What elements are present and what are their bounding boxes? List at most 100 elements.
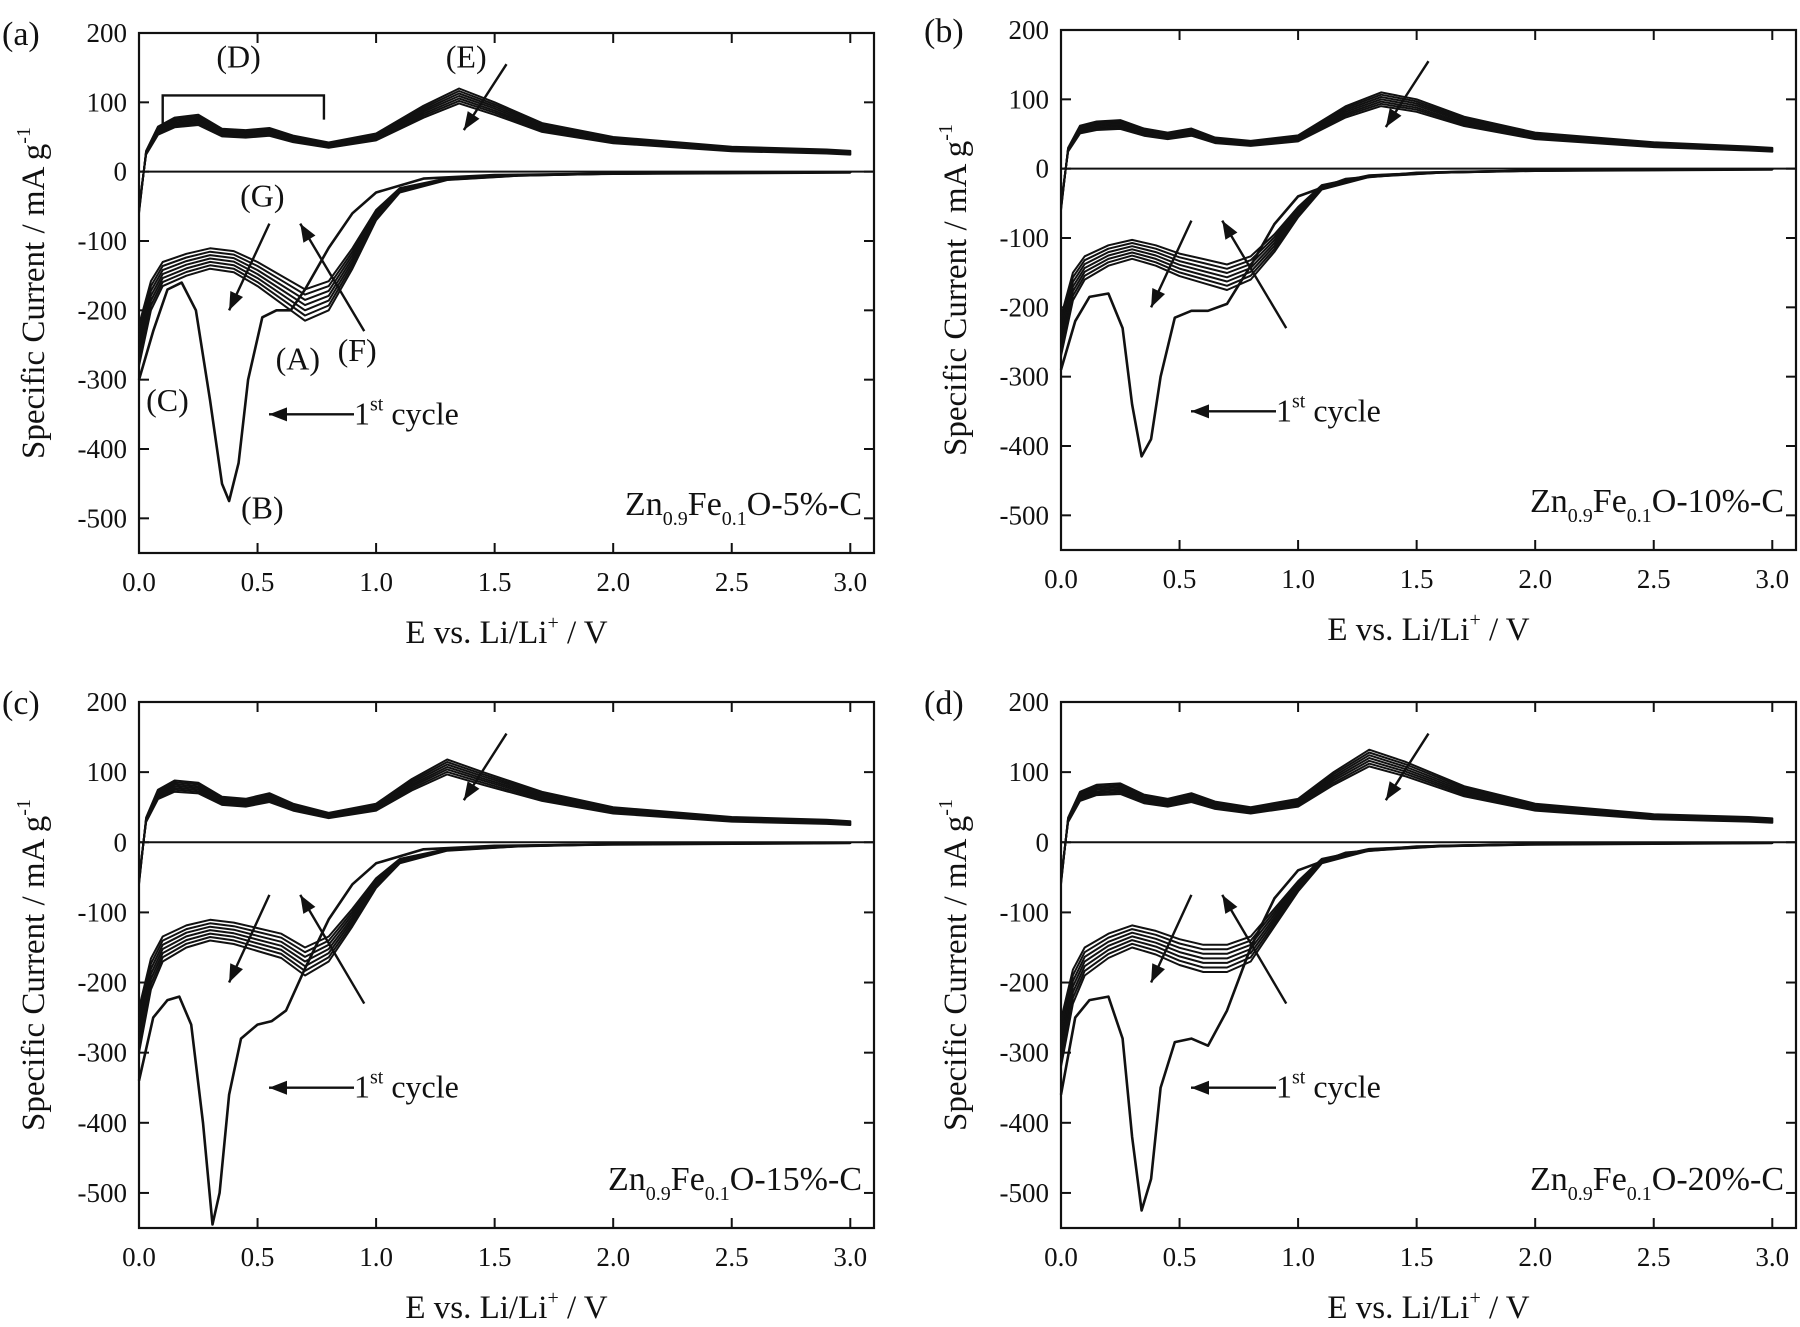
y-tick-label: -300 bbox=[1000, 362, 1050, 392]
y-tick-label: 100 bbox=[87, 757, 128, 787]
cathodic-cycle-trace bbox=[1060, 168, 1774, 357]
trend-arrow-f-head bbox=[1222, 220, 1238, 240]
y-tick-label: -100 bbox=[78, 897, 128, 927]
annotation-a: (A) bbox=[276, 340, 320, 376]
y-axis-title: Specific Current / mA g-1 bbox=[13, 799, 52, 1131]
annotation-d: (D) bbox=[216, 39, 260, 75]
panel-label: (c) bbox=[2, 685, 40, 722]
annotation-f: (F) bbox=[338, 332, 377, 368]
x-tick-label: 2.5 bbox=[1637, 564, 1671, 594]
annotation-e: (E) bbox=[446, 39, 487, 75]
y-axis-title: Specific Current / mA g-1 bbox=[13, 127, 52, 459]
y-tick-label: -400 bbox=[78, 434, 128, 464]
y-tick-label: 200 bbox=[1009, 687, 1050, 717]
y-tick-label: -100 bbox=[78, 226, 128, 256]
sample-label: Zn0.9Fe0.1O-15%-C bbox=[608, 1161, 862, 1205]
y-tick-label: 100 bbox=[87, 87, 128, 117]
trend-arrow-f-line bbox=[299, 894, 366, 1005]
x-tick-label: 1.5 bbox=[1400, 1242, 1434, 1272]
first-cycle-label: 1st cycle bbox=[354, 393, 459, 431]
trend-arrow-g-head bbox=[229, 291, 244, 311]
x-tick-label: 1.0 bbox=[359, 1242, 393, 1272]
first-cycle-trace bbox=[137, 171, 851, 503]
y-tick-label: 100 bbox=[1009, 84, 1050, 114]
first-cycle-arrow-head bbox=[1191, 404, 1209, 419]
y-tick-label: -300 bbox=[1000, 1038, 1050, 1068]
y-tick-label: 0 bbox=[1036, 154, 1050, 184]
sample-label: Zn0.9Fe0.1O-20%-C bbox=[1530, 1161, 1784, 1205]
y-tick-label: -100 bbox=[1000, 897, 1050, 927]
y-tick-label: 200 bbox=[87, 18, 128, 48]
x-tick-label: 1.0 bbox=[359, 567, 393, 597]
cathodic-cycle-trace bbox=[138, 841, 852, 1010]
trend-arrow-g-head bbox=[1151, 288, 1166, 308]
x-tick-label: 0.5 bbox=[1163, 1242, 1197, 1272]
y-tick-label: 0 bbox=[1036, 827, 1050, 857]
y-tick-label: -500 bbox=[78, 503, 128, 533]
bracket-d bbox=[161, 94, 326, 127]
first-cycle-label: 1st cycle bbox=[354, 1067, 459, 1105]
annotation-g: (G) bbox=[240, 177, 284, 213]
x-tick-label: 2.5 bbox=[715, 1242, 749, 1272]
y-tick-label: -200 bbox=[1000, 292, 1050, 322]
panel-label: (a) bbox=[2, 16, 40, 53]
trend-arrow-f-line bbox=[299, 223, 366, 332]
panel-a: 0.0 0.5 1.0 1.5 2.0 2.5 3.0 200 100 0 -100 -200 -300… bbox=[2, 16, 876, 651]
trend-arrow-anodic-head bbox=[463, 781, 480, 801]
y-tick-label: -200 bbox=[1000, 968, 1050, 998]
y-tick-label: -400 bbox=[1000, 1108, 1050, 1138]
x-axis-title: E vs. Li/Li+ / V bbox=[1327, 1287, 1529, 1326]
first-cycle-arrow-head bbox=[269, 1080, 287, 1095]
cathodic-cycle-trace bbox=[138, 841, 852, 1039]
trend-arrow-f-line bbox=[1221, 220, 1288, 329]
y-tick-label: -500 bbox=[78, 1178, 128, 1208]
y-axis-title: Specific Current / mA g-1 bbox=[935, 124, 974, 456]
x-tick-label: 2.0 bbox=[596, 1242, 630, 1272]
x-tick-label: 2.0 bbox=[1518, 564, 1552, 594]
x-tick-label: 0.0 bbox=[122, 567, 156, 597]
first-cycle-trace bbox=[1059, 168, 1773, 458]
y-tick-label: 100 bbox=[1009, 757, 1050, 787]
anodic-cycle-trace bbox=[1060, 102, 1774, 205]
first-cycle-trace bbox=[1059, 841, 1773, 1212]
cathodic-cycle-trace bbox=[138, 841, 852, 1032]
x-tick-label: 3.0 bbox=[1755, 564, 1789, 594]
plot-frame bbox=[1059, 28, 1798, 552]
panel-label: (b) bbox=[924, 13, 964, 50]
y-tick-label: 200 bbox=[87, 687, 128, 717]
x-tick-label: 3.0 bbox=[833, 567, 867, 597]
anodic-cycle-trace bbox=[1060, 748, 1774, 886]
anodic-cycle-trace bbox=[138, 773, 852, 878]
trend-arrow-f-line bbox=[1221, 894, 1288, 1005]
anodic-cycle-trace bbox=[1060, 98, 1774, 208]
cathodic-cycle-trace bbox=[1060, 841, 1774, 1021]
trend-arrow-g-head bbox=[229, 963, 243, 983]
y-tick-label: -500 bbox=[1000, 500, 1050, 530]
cathodic-cycle-trace bbox=[138, 841, 852, 1025]
x-tick-label: 1.5 bbox=[478, 567, 512, 597]
x-axis-title: E vs. Li/Li+ / V bbox=[405, 1287, 607, 1326]
annotation-b: (B) bbox=[241, 489, 284, 525]
first-cycle-arrow-head bbox=[1191, 1080, 1209, 1095]
x-tick-label: 3.0 bbox=[1755, 1242, 1789, 1272]
plot-frame bbox=[1059, 700, 1798, 1230]
x-tick-label: 2.0 bbox=[596, 567, 630, 597]
panel-c: 0.0 0.5 1.0 1.5 2.0 2.5 3.0 200 100 0 -100 -200 -300… bbox=[2, 685, 876, 1326]
x-tick-label: 1.0 bbox=[1281, 1242, 1315, 1272]
first-cycle-label: 1st cycle bbox=[1276, 1067, 1381, 1105]
y-tick-label: -500 bbox=[1000, 1178, 1050, 1208]
annotation-c: (C) bbox=[146, 382, 189, 418]
x-tick-label: 0.0 bbox=[1044, 1242, 1078, 1272]
x-tick-label: 0.5 bbox=[1163, 564, 1197, 594]
x-tick-label: 0.5 bbox=[241, 567, 275, 597]
cathodic-cycle-trace bbox=[138, 841, 852, 1017]
y-tick-label: -100 bbox=[1000, 223, 1050, 253]
panel-b: 0.0 0.5 1.0 1.5 2.0 2.5 3.0 200 100 0 -100 -200 -300… bbox=[924, 13, 1798, 648]
first-cycle-label: 1st cycle bbox=[1276, 390, 1381, 428]
anodic-cycle-trace bbox=[1060, 759, 1774, 881]
anodic-cycle-trace bbox=[1060, 105, 1774, 204]
y-axis-title: Specific Current / mA g-1 bbox=[935, 799, 974, 1131]
y-tick-label: -300 bbox=[78, 1038, 128, 1068]
